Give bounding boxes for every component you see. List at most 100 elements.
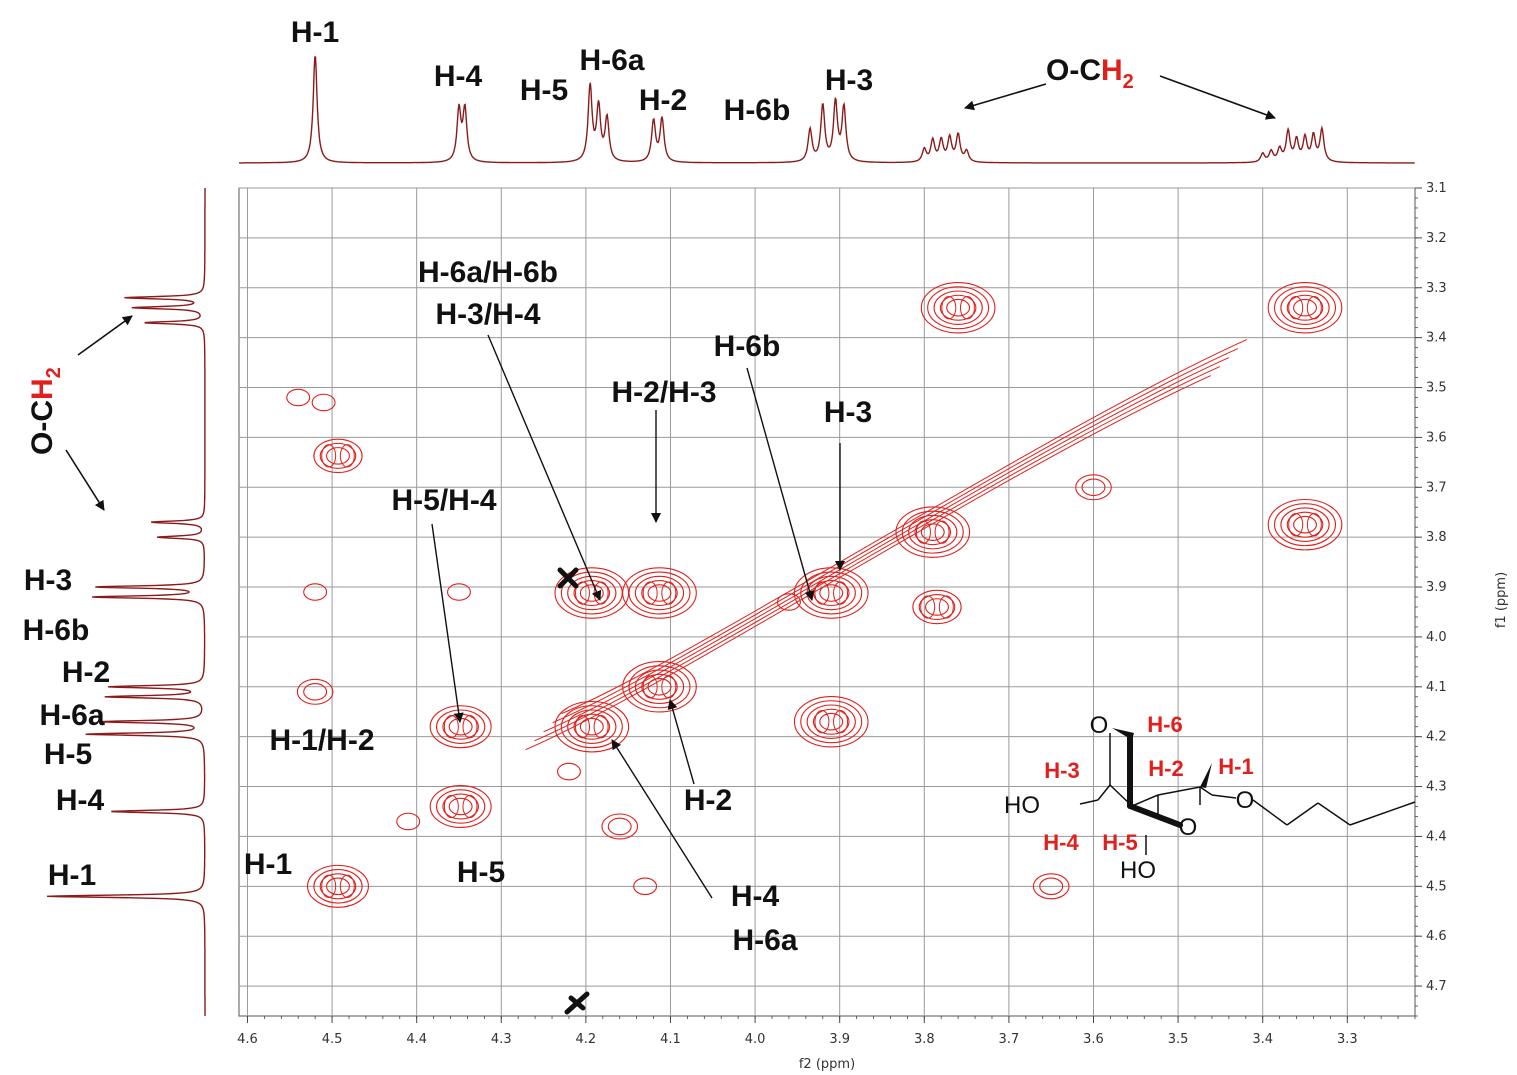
plot-grid xyxy=(239,187,1415,1016)
annot-h2-h3: H-2/H-3 xyxy=(611,376,716,409)
contour-ring xyxy=(1075,474,1112,501)
contour-ring xyxy=(579,717,604,736)
x-tick-label: 4.5 xyxy=(322,1032,343,1047)
contour-core xyxy=(443,715,459,739)
contour-ring xyxy=(579,584,604,602)
contour-core xyxy=(1288,513,1304,537)
y-tick-label: 4.2 xyxy=(1426,730,1447,745)
x-axis-ticks: 4.6 4.5 4.4 4.3 4.2 4.1 4.0 3.9 3.8 3.7 3.6 3.5 3.4 3… xyxy=(237,1016,1416,1047)
y-tick-label: 3.6 xyxy=(1426,430,1447,445)
contour-ring xyxy=(806,704,856,739)
structure-label-h2: H-2 xyxy=(1148,756,1183,781)
contour-core xyxy=(959,296,975,320)
y-tick-label: 3.2 xyxy=(1426,231,1447,246)
contour-ring xyxy=(311,393,336,412)
annot-h5: H-5 xyxy=(457,856,505,889)
y-tick-label: 3.9 xyxy=(1426,580,1447,595)
contour-ring xyxy=(800,700,863,744)
cross-peak xyxy=(920,281,996,334)
annot-h5-h4-arrow xyxy=(431,523,464,723)
glucose-wedge-c6 xyxy=(1112,728,1134,740)
contour-ring xyxy=(567,709,617,744)
top-label-h4: H-4 xyxy=(434,60,483,93)
cross-peak xyxy=(912,589,962,625)
contour-ring xyxy=(1267,498,1343,551)
contour-core xyxy=(642,581,658,605)
contour-ring xyxy=(326,447,350,465)
left-och2-arrow-down xyxy=(65,449,105,511)
contour-ring xyxy=(800,571,863,615)
contour-ring xyxy=(303,683,328,701)
glucose-bold-bonds xyxy=(1127,734,1183,828)
left-1d-spectrum xyxy=(46,188,206,1016)
contour-ring xyxy=(1274,286,1337,330)
left-label-h6b: H-6b xyxy=(23,614,90,647)
y-tick-label: 4.5 xyxy=(1426,879,1447,894)
left-label-h2: H-2 xyxy=(62,656,110,689)
contour-core xyxy=(661,581,677,605)
contour-ring xyxy=(901,510,964,554)
y-tick-label: 4.1 xyxy=(1426,680,1447,695)
contour-ring xyxy=(396,812,421,831)
contour-ring xyxy=(939,294,977,321)
contour-core xyxy=(462,794,478,819)
cross-peak xyxy=(311,393,336,412)
top-label-h6b: H-6b xyxy=(724,94,791,127)
contour-ring xyxy=(313,869,363,904)
diagonal-contour xyxy=(552,348,1239,724)
left-och2-arrow-up xyxy=(77,315,133,356)
contour-ring xyxy=(793,567,869,619)
contour-core xyxy=(462,715,478,739)
x-tick-label: 3.5 xyxy=(1168,1032,1189,1047)
cross-peak xyxy=(1267,498,1343,551)
cross-marker-lower xyxy=(564,991,590,1015)
contour-core xyxy=(339,874,355,898)
annot-h4-arrow xyxy=(611,739,713,899)
y-tick-label: 3.7 xyxy=(1426,480,1447,495)
left-label-h3: H-3 xyxy=(24,564,72,597)
cross-peak xyxy=(396,812,421,831)
contour-ring xyxy=(622,661,697,713)
top-label-h6a: H-6a xyxy=(579,44,644,77)
annot-h1-h2: H-1/H-2 xyxy=(269,724,374,757)
contour-ring xyxy=(1293,298,1317,317)
contour-ring xyxy=(429,785,492,829)
contour-ring xyxy=(946,298,971,317)
y-tick-label: 4.4 xyxy=(1426,829,1447,844)
y-tick-label: 4.3 xyxy=(1426,780,1447,795)
x-tick-label: 3.9 xyxy=(829,1032,850,1047)
structure-o-ring: O xyxy=(1179,814,1198,841)
annot-h5-h4: H-5/H-4 xyxy=(391,484,496,517)
cross-peak xyxy=(303,583,328,601)
structure-label-h6: H-6 xyxy=(1147,712,1182,737)
structure-o-glycosidic: O xyxy=(1236,787,1255,814)
diagonal-contour xyxy=(543,357,1230,733)
cross-peak xyxy=(793,695,869,748)
cross-peak xyxy=(633,877,658,896)
contour-ring xyxy=(933,290,983,325)
contour-core xyxy=(575,581,590,605)
cross-peak xyxy=(296,678,334,705)
x-tick-label: 3.7 xyxy=(999,1032,1020,1047)
cross-marker-upper xyxy=(557,567,579,589)
contour-core xyxy=(833,710,849,734)
contour-ring xyxy=(1286,511,1324,538)
x-tick-label: 3.6 xyxy=(1083,1032,1104,1047)
contour-ring xyxy=(313,438,363,474)
contour-ring xyxy=(622,567,697,619)
structure-o-ring-top: O xyxy=(1090,712,1109,739)
contour-ring xyxy=(556,762,581,781)
contour-ring xyxy=(1081,478,1106,497)
structure-ho-bottom: HO xyxy=(1120,857,1156,884)
contour-ring xyxy=(319,442,357,469)
x-axis-title: f2 (ppm) xyxy=(799,1057,855,1072)
x-tick-label: 4.1 xyxy=(660,1032,681,1047)
contour-ring xyxy=(1032,873,1070,900)
cross-peak xyxy=(622,567,697,619)
contour-ring xyxy=(1286,294,1324,321)
x-tick-label: 4.4 xyxy=(406,1032,427,1047)
x-tick-label: 3.3 xyxy=(1337,1032,1358,1047)
contour-ring xyxy=(628,665,691,709)
annot-h6a-h6b: H-6a/H-6b xyxy=(418,256,558,289)
